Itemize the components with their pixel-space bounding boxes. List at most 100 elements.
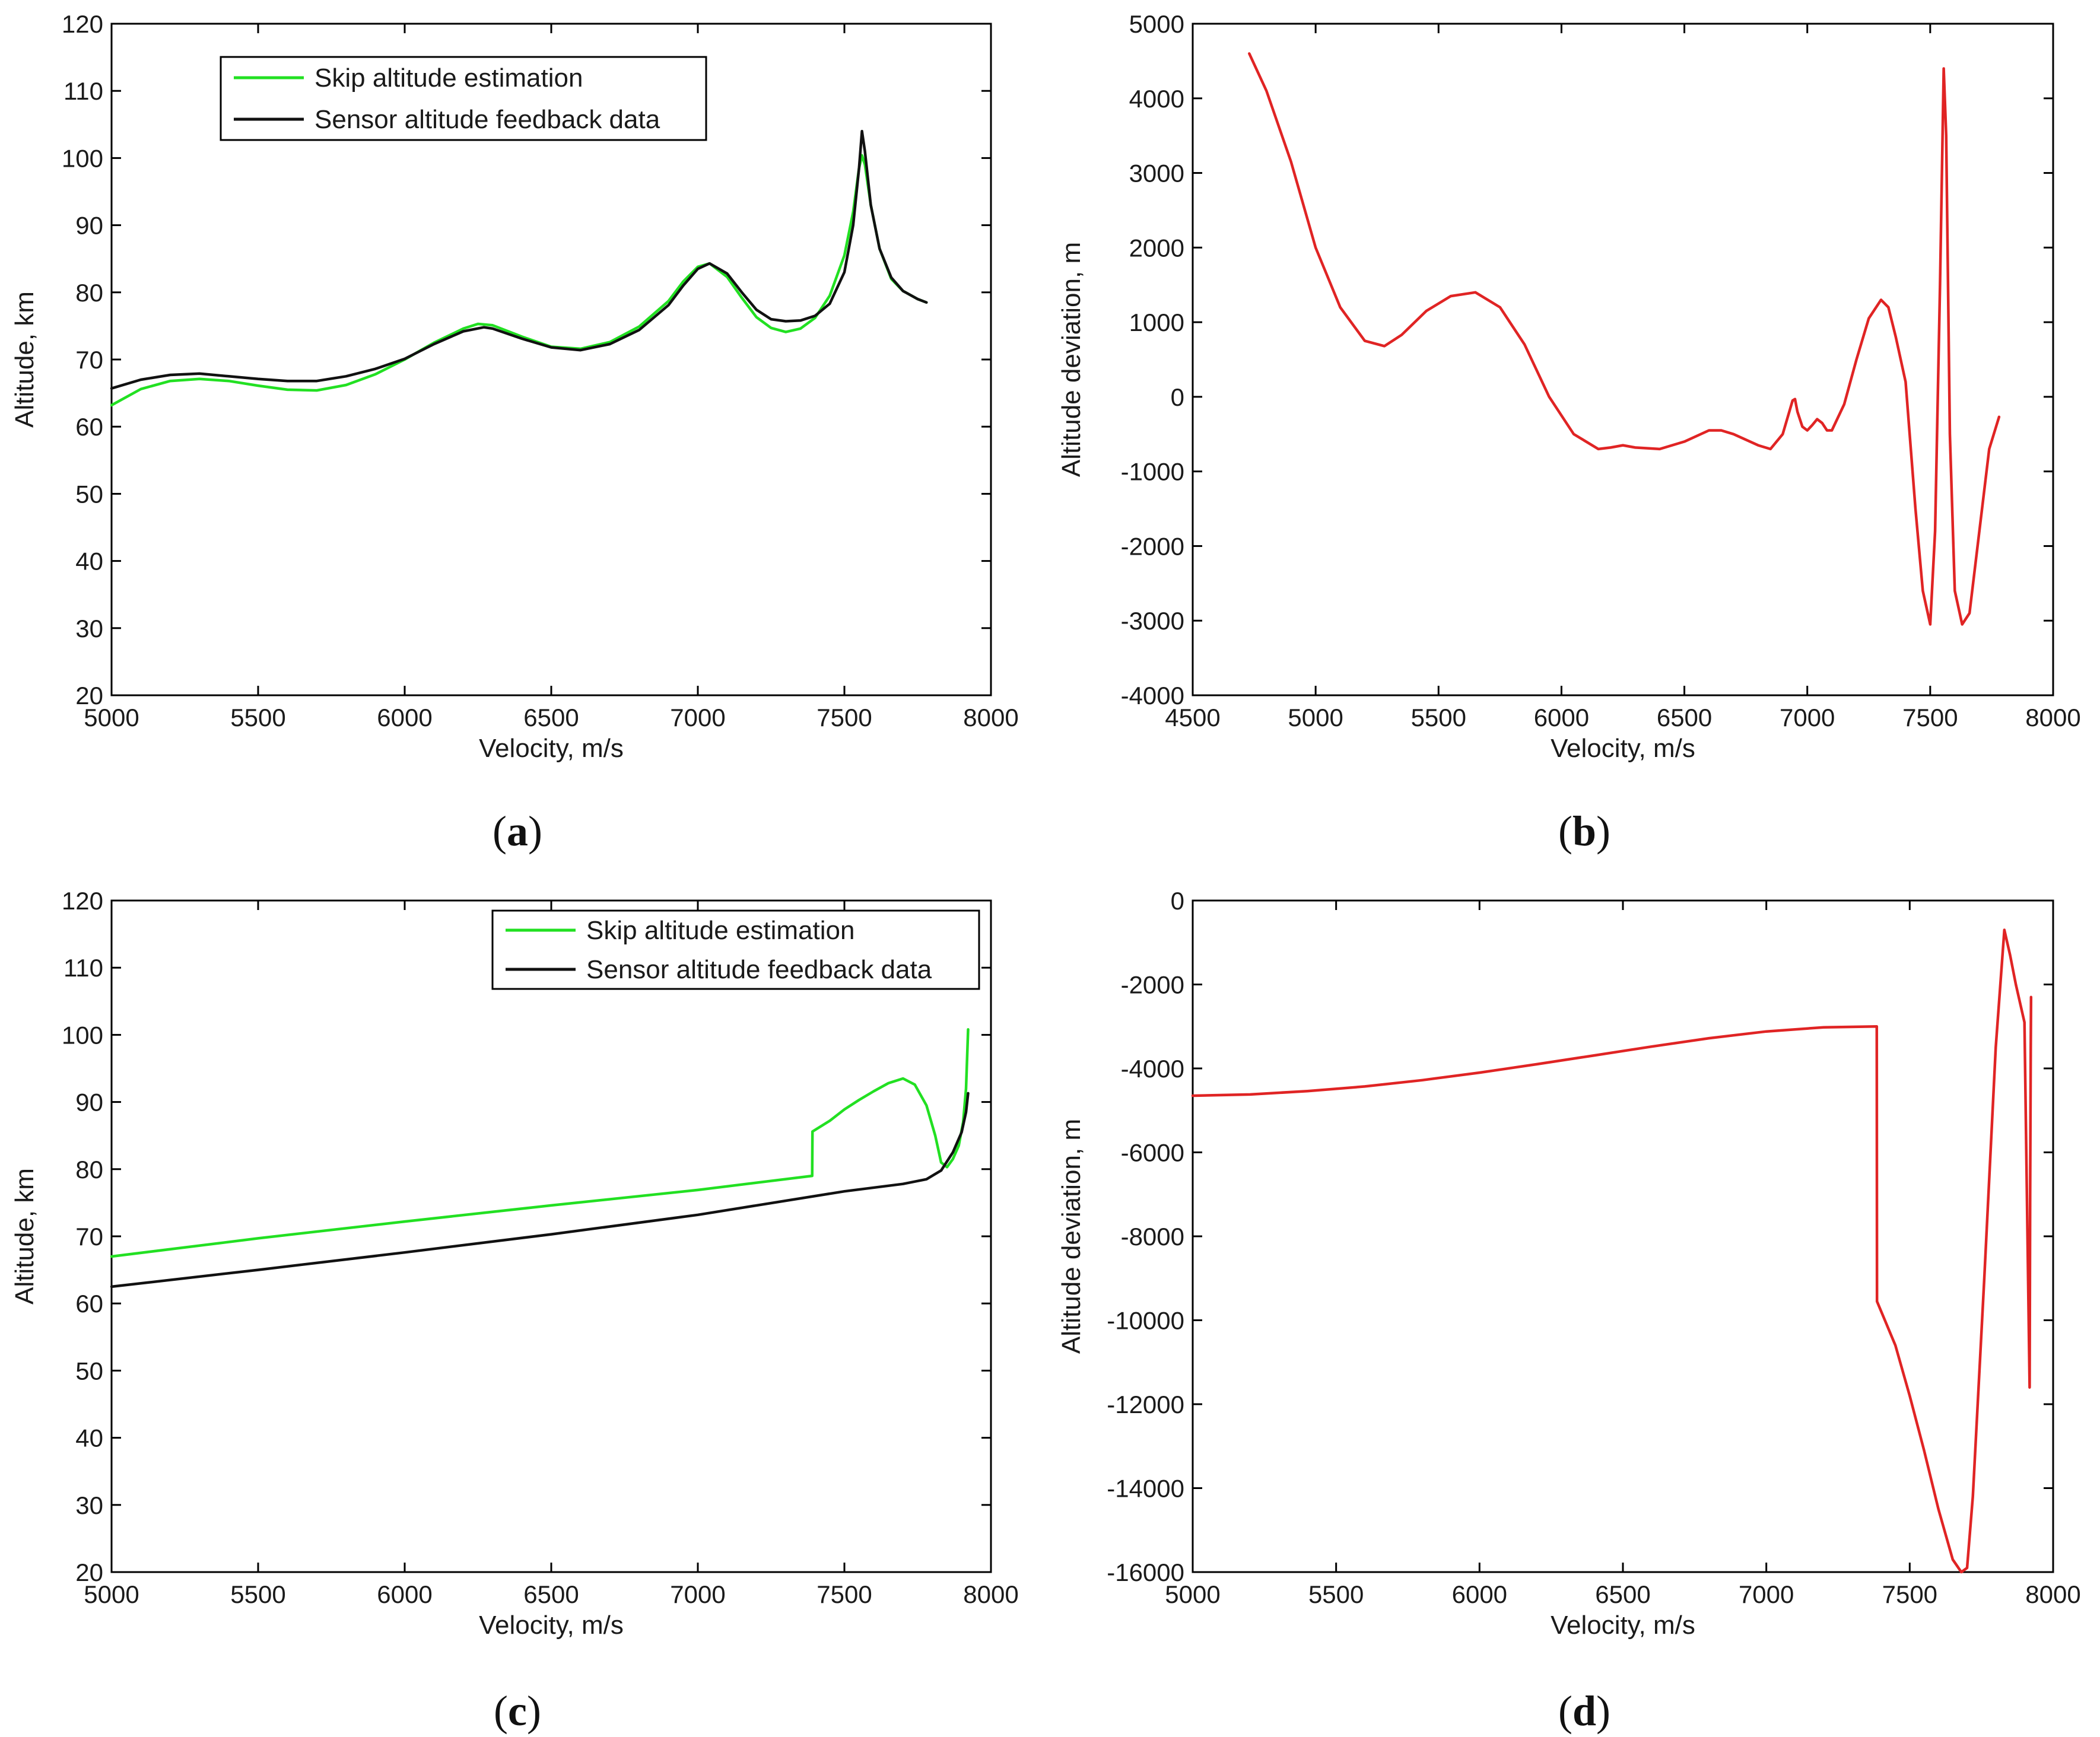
y-tick-label: -16000	[1107, 1558, 1184, 1586]
y-tick-label: 3000	[1129, 160, 1184, 187]
y-tick-label: 70	[75, 1223, 103, 1251]
x-axis-label: Velocity, m/s	[1551, 1611, 1695, 1640]
y-tick-label: 120	[62, 887, 103, 915]
y-tick-label: 40	[75, 1424, 103, 1452]
x-tick-label: 6000	[1534, 704, 1589, 731]
x-tick-label: 6500	[523, 704, 579, 731]
panel-letter: b	[1572, 807, 1596, 855]
y-axis-label: Altitude deviation, m	[1057, 1119, 1086, 1354]
x-tick-label: 6000	[377, 704, 432, 731]
y-tick-label: -4000	[1121, 1055, 1184, 1083]
y-tick-label: 2000	[1129, 234, 1184, 262]
plot-frame	[1192, 23, 2054, 696]
y-tick-label: 30	[75, 615, 103, 642]
y-tick-label: -8000	[1121, 1223, 1184, 1251]
y-tick-label: -10000	[1107, 1307, 1184, 1335]
y-tick-label: -3000	[1121, 607, 1184, 635]
y-tick-label: -4000	[1121, 682, 1184, 710]
y-tick-label: 1000	[1129, 308, 1184, 336]
x-tick-label: 8000	[2025, 1580, 2080, 1608]
legend: Skip altitude estimation Sensor altitude …	[220, 56, 707, 141]
x-tick-label: 8000	[2025, 704, 2080, 731]
series-line-secondary	[110, 1092, 970, 1289]
legend-box	[220, 56, 707, 141]
y-tick-label: 0	[1171, 887, 1184, 915]
x-tick-label: 8000	[963, 1580, 1018, 1608]
y-tick-label: -12000	[1107, 1391, 1184, 1418]
y-tick-label: 100	[62, 144, 103, 172]
y-tick-label: -2000	[1121, 971, 1184, 999]
x-tick-label: 5500	[230, 1580, 285, 1608]
y-tick-label: 60	[75, 413, 103, 441]
y-tick-label: 40	[75, 548, 103, 575]
y-tick-label: 70	[75, 346, 103, 374]
chart-panel-c: 5000 5500 6000 6500 7000 7500 8000 20 30 40 50 60 70…	[10, 887, 1019, 1735]
x-axis-label: Velocity, m/s	[479, 734, 624, 763]
legend: Skip altitude estimation Sensor altitude …	[491, 909, 980, 990]
y-tick-label: 100	[62, 1021, 103, 1049]
y-tick-label: 120	[62, 10, 103, 38]
legend-box	[491, 909, 980, 990]
plot-frame	[1192, 899, 2054, 1573]
y-tick-label: 20	[75, 682, 103, 710]
y-tick-label: 90	[75, 1089, 103, 1116]
chart-panel-d: 5000 5500 6000 6500 7000 7500 8000 -16000 -14000…	[1057, 887, 2081, 1735]
x-tick-label: 7000	[670, 704, 725, 731]
legend-label: Skip altitude estimation	[586, 916, 854, 945]
x-tick-label: 5500	[1411, 704, 1466, 731]
y-tick-label: 20	[75, 1558, 103, 1586]
x-tick-label: 5000	[84, 1580, 139, 1608]
series-line-primary	[110, 1028, 970, 1258]
y-tick-label: 60	[75, 1290, 103, 1318]
series-line-primary	[110, 154, 928, 407]
panel-label: (a)	[493, 807, 542, 855]
y-tick-label: -14000	[1107, 1475, 1184, 1503]
series-line-primary	[1191, 928, 2033, 1574]
panel-label: (c)	[494, 1687, 541, 1735]
chart-panel-b: 4500 5000 5500 6000 6500 7000 7500 8000 -4000 -30…	[1057, 10, 2081, 855]
x-tick-label: 4500	[1165, 704, 1220, 731]
x-tick-label: 7000	[1739, 1580, 1794, 1608]
series-line-primary	[1248, 52, 2001, 626]
y-tick-label: 90	[75, 212, 103, 240]
legend-label: Sensor altitude feedback data	[586, 955, 932, 984]
panel-letter: d	[1572, 1687, 1596, 1735]
x-tick-label: 7500	[817, 704, 872, 731]
y-tick-label: 4000	[1129, 85, 1184, 113]
x-tick-label: 6500	[1657, 704, 1712, 731]
series-line-secondary	[110, 129, 928, 390]
x-tick-label: 5500	[1308, 1580, 1364, 1608]
panel-label: (d)	[1558, 1687, 1610, 1735]
y-tick-label: -2000	[1121, 532, 1184, 560]
x-tick-label: 7500	[1882, 1580, 1937, 1608]
x-tick-label: 7000	[1780, 704, 1835, 731]
x-tick-label: 5000	[1165, 1580, 1220, 1608]
x-tick-label: 5000	[84, 704, 139, 731]
panel-label: (b)	[1558, 807, 1610, 855]
y-tick-label: 110	[63, 77, 103, 105]
x-tick-label: 7500	[817, 1580, 872, 1608]
x-tick-label: 7500	[1902, 704, 1958, 731]
chart-panel-a: 5000 5500 6000 6500 7000 7500 8000 20 30 40 50 60 70…	[10, 10, 1019, 855]
plot-frame	[110, 899, 992, 1573]
y-tick-label: -1000	[1121, 458, 1184, 486]
x-tick-label: 6500	[1595, 1580, 1650, 1608]
x-tick-label: 6000	[377, 1580, 432, 1608]
x-tick-label: 8000	[963, 704, 1018, 731]
y-tick-label: 110	[63, 954, 103, 982]
panel-letter: a	[507, 807, 528, 855]
x-axis-label: Velocity, m/s	[479, 1611, 624, 1640]
y-tick-label: 0	[1171, 383, 1184, 411]
y-axis-label: Altitude deviation, m	[1057, 242, 1086, 477]
y-tick-label: 50	[75, 480, 103, 508]
legend-label: Skip altitude estimation	[314, 63, 583, 93]
y-tick-label: 80	[75, 1156, 103, 1184]
x-tick-label: 5500	[230, 704, 285, 731]
y-axis-label: Altitude, km	[10, 1168, 39, 1305]
panel-letter: c	[508, 1687, 527, 1735]
y-tick-label: -6000	[1121, 1139, 1184, 1167]
x-tick-label: 6500	[523, 1580, 579, 1608]
x-tick-label: 6000	[1452, 1580, 1507, 1608]
x-tick-label: 7000	[670, 1580, 725, 1608]
